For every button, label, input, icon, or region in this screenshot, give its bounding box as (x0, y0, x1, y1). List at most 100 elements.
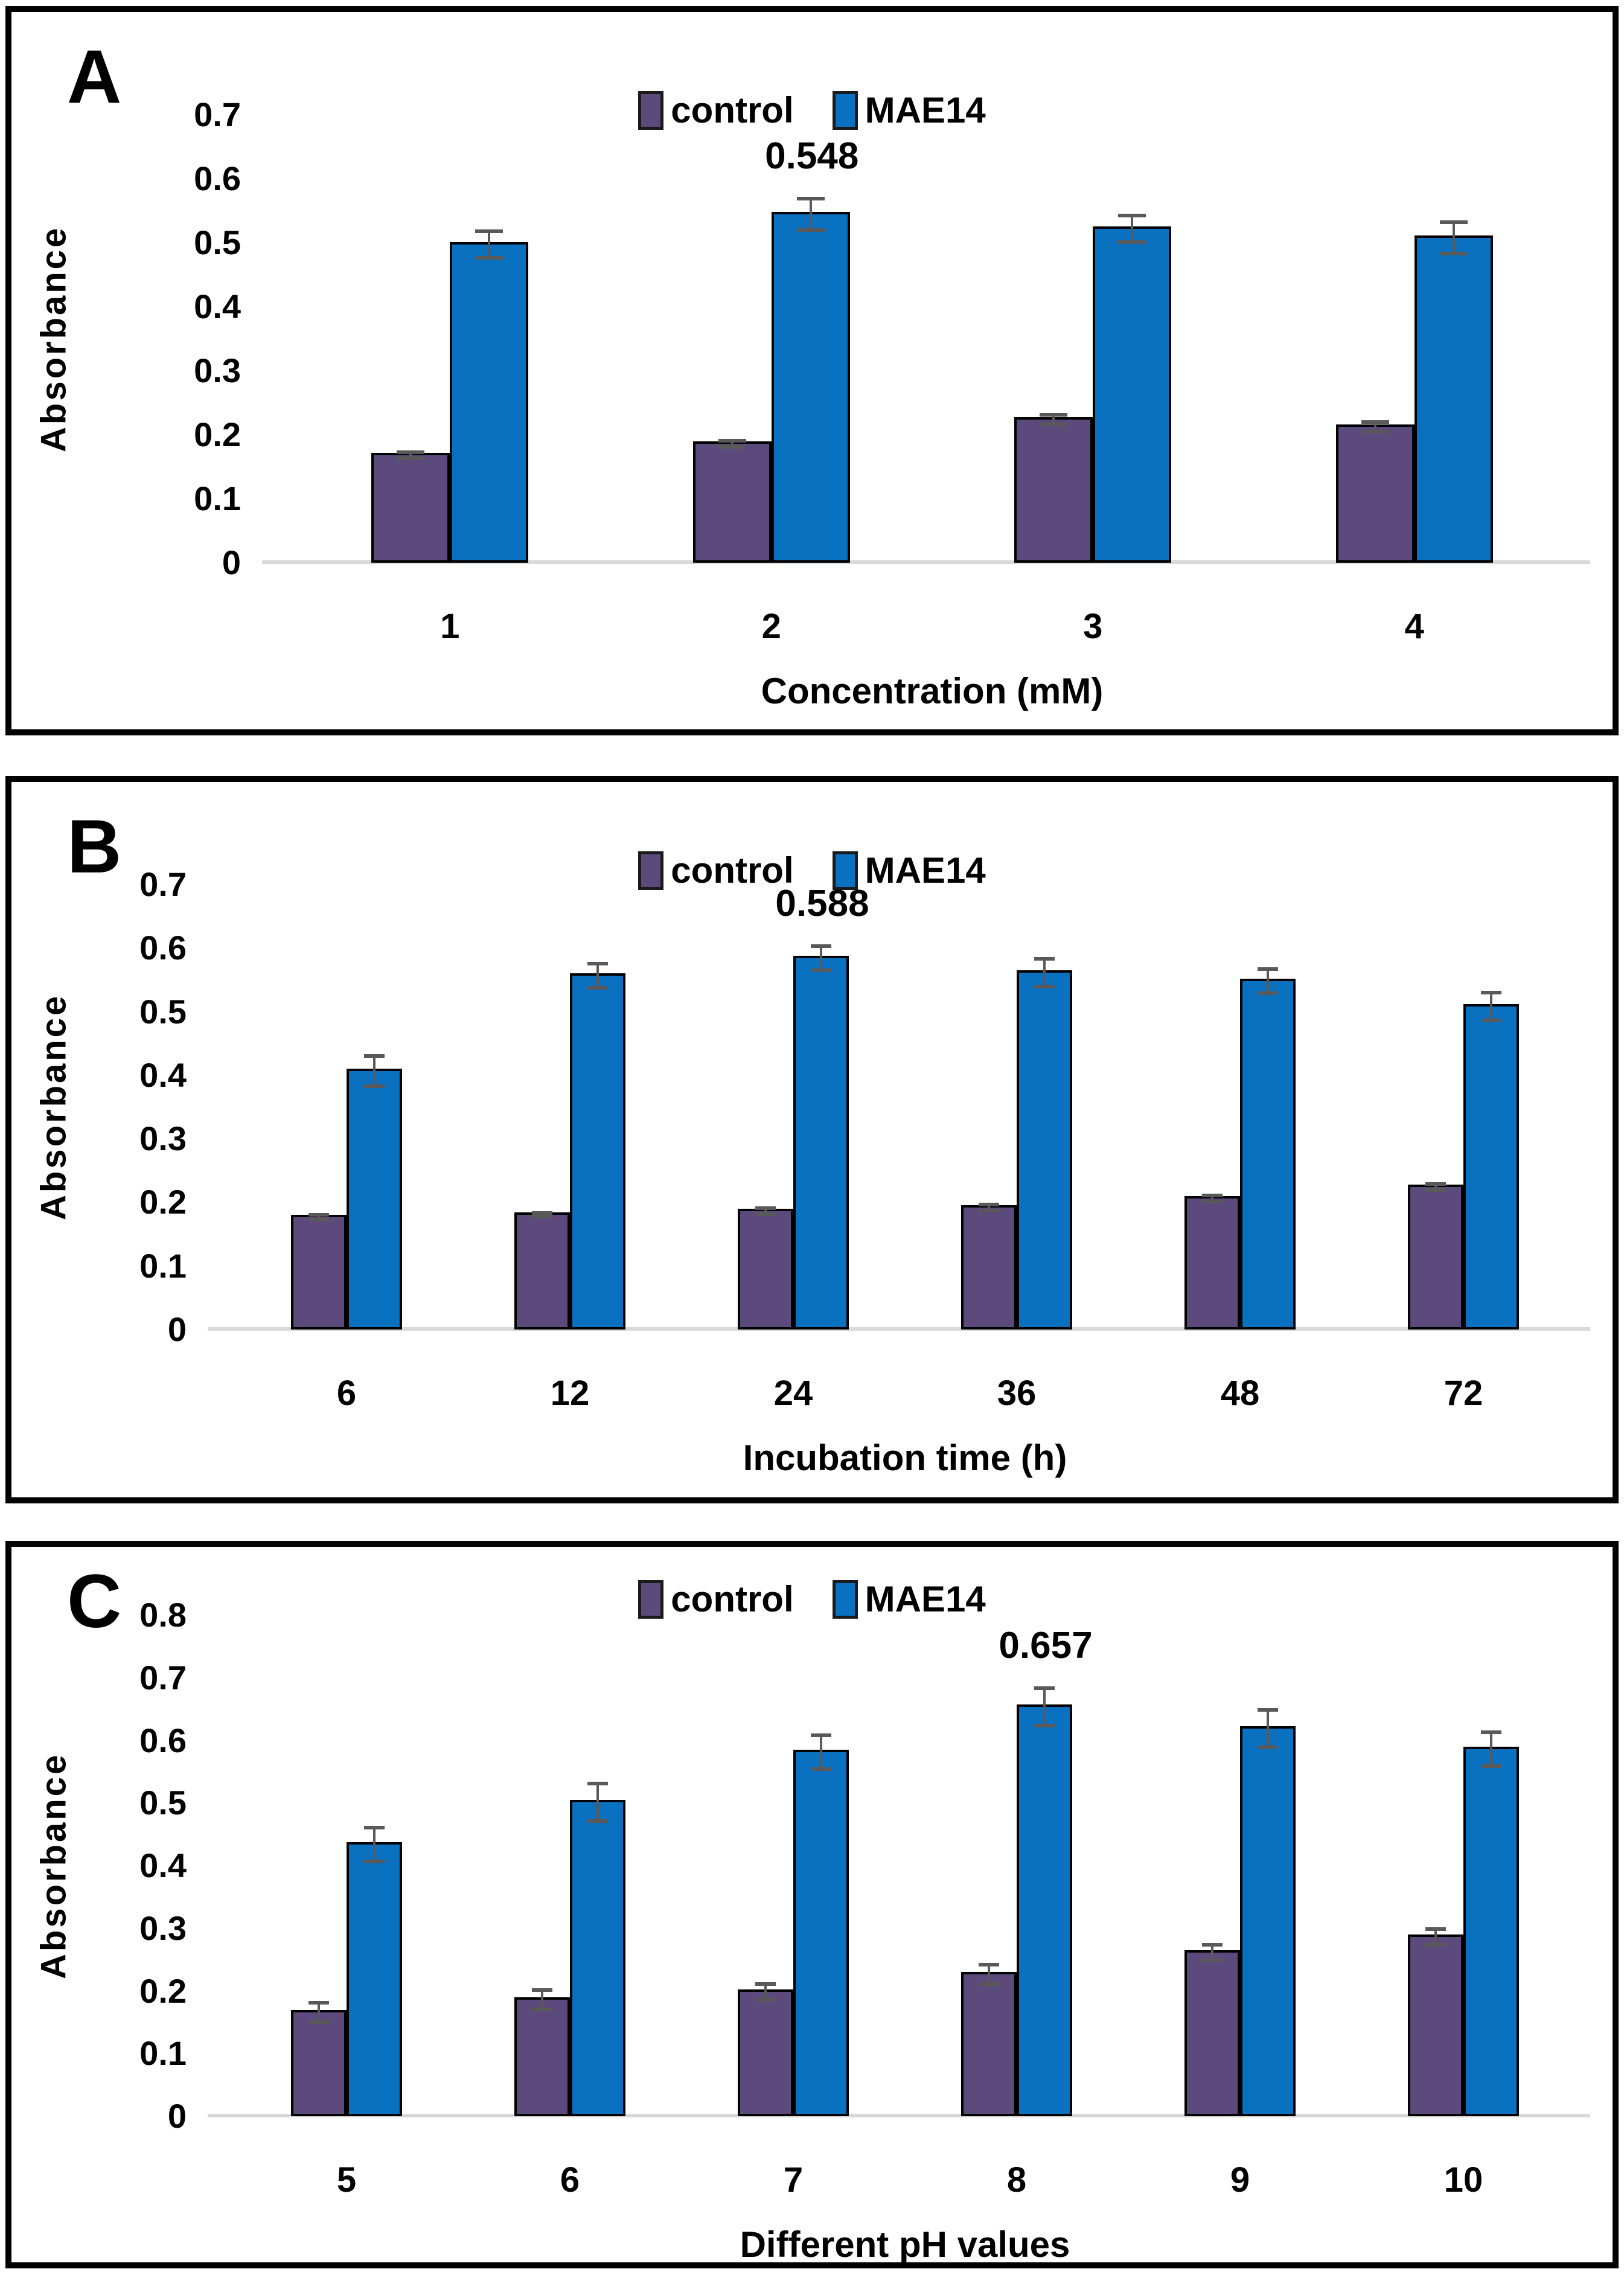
error-bar-line (1373, 420, 1376, 434)
y-tick-label: 0.8 (139, 1596, 187, 1634)
x-axis-line (208, 2114, 1590, 2117)
y-tick-label: 0 (222, 543, 241, 581)
error-bar-cap-bottom (532, 2008, 552, 2011)
error-bar-line (809, 197, 812, 232)
error-bar (1034, 957, 1055, 988)
category-group (1352, 885, 1575, 1330)
y-tick-label: 0.6 (139, 1721, 187, 1759)
error-bar-cap-bottom (979, 1982, 999, 1986)
error-bar-cap-bottom (1481, 1019, 1501, 1022)
error-bar-cap-bottom (1040, 423, 1068, 426)
error-bar-cap-top (796, 197, 825, 200)
error-bar-line (1490, 991, 1492, 1022)
error-bar-line (318, 2001, 320, 2024)
error-bar-line (1043, 957, 1046, 988)
error-bar-cap-top (308, 2001, 329, 2005)
category-group (1128, 885, 1352, 1330)
error-bar-cap-top (1481, 991, 1501, 994)
y-tick-label: 0.4 (139, 1055, 187, 1094)
mae14-swatch-icon (832, 851, 858, 890)
x-axis-labels: 5 6 7 8 9 10 (235, 2160, 1575, 2200)
bar-control (961, 1963, 1017, 2116)
control-swatch-icon (638, 91, 664, 130)
panel-a: A control MAE14 Absorbance 0 0.1 0.2 0.3 0.4… (5, 6, 1619, 735)
y-tick-label: 0.1 (139, 2034, 187, 2073)
error-bar (1439, 220, 1468, 255)
error-bar (1034, 1686, 1055, 1727)
error-bar-cap-top (1425, 1182, 1446, 1186)
y-tick-label: 0.1 (194, 479, 241, 517)
error-bar-cap-top (1258, 967, 1278, 971)
error-bar-line (988, 1963, 990, 1986)
bar-control (514, 1211, 570, 1330)
legend-item-control: control (638, 850, 794, 891)
error-bar (1202, 1943, 1223, 1962)
bar-mae14 (1414, 220, 1493, 563)
category-group (1128, 1615, 1352, 2116)
error-bar (532, 1988, 552, 2011)
y-axis-ticks: 0 0.1 0.2 0.3 0.4 0.5 0.6 0.7 (11, 868, 187, 1346)
error-bar-cap-bottom (755, 1998, 776, 2002)
error-bar (364, 1054, 385, 1088)
error-bar-cap-bottom (811, 968, 831, 972)
error-bar (1425, 1182, 1446, 1192)
error-bar-cap-bottom (1425, 1943, 1446, 1947)
error-bar (308, 1213, 329, 1221)
error-bar (1202, 1194, 1223, 1203)
y-tick-label: 0.5 (139, 1784, 187, 1822)
x-axis-labels: 6 12 24 36 48 72 (235, 1373, 1575, 1413)
error-bar-cap-top (718, 439, 746, 443)
category-group (682, 1615, 905, 2116)
y-tick-label: 0.7 (139, 865, 187, 903)
legend-item-control: control (638, 89, 794, 131)
error-bar-cap-bottom (1202, 1200, 1223, 1203)
x-tick-label: 6 (560, 2160, 580, 2200)
plot-area: 0.657 (208, 1615, 1590, 2117)
error-bar (364, 1826, 385, 1863)
error-bar-line (541, 1988, 543, 2011)
error-bar-cap-bottom (587, 986, 608, 990)
bar-control (291, 2001, 347, 2116)
error-bar-cap-bottom (1258, 991, 1278, 995)
category-group: 0.657 (905, 1615, 1128, 2116)
x-tick-label: 2 (761, 607, 781, 646)
error-bar (532, 1211, 552, 1218)
panel-letter: B (67, 805, 122, 889)
control-swatch-icon (638, 1579, 664, 1619)
error-bar (755, 1206, 776, 1216)
error-bar (1258, 967, 1278, 995)
bar-mae14 (570, 962, 625, 1330)
error-bar-line (373, 1826, 376, 1863)
error-bar-cap-bottom (1425, 1188, 1446, 1192)
error-bar-line (730, 439, 734, 449)
error-bar-line (1434, 1927, 1437, 1947)
x-tick-label: 72 (1443, 1374, 1483, 1413)
error-bar (587, 962, 608, 990)
error-bar (979, 1203, 999, 1212)
error-bar-cap-bottom (308, 2020, 329, 2024)
error-bar (1481, 1730, 1501, 1768)
error-bar-cap-top (587, 962, 608, 965)
error-bar (811, 944, 831, 972)
bar-mae14 (450, 229, 529, 563)
category-group (458, 885, 682, 1330)
error-bar (1040, 413, 1068, 426)
x-tick-label: 12 (550, 1374, 590, 1413)
x-axis-title: Concentration (mM) (761, 671, 1104, 711)
y-tick-label: 0.4 (194, 287, 241, 325)
error-bar-cap-top (475, 229, 504, 233)
error-bar-line (1267, 1708, 1269, 1749)
error-bar-cap-bottom (796, 228, 825, 232)
error-bar-cap-bottom (364, 1860, 385, 1863)
category-group (289, 115, 611, 563)
category-group (235, 1615, 458, 2116)
panel-b: B control MAE14 Absorbance 0 0.1 0.2 0.3 0.4… (5, 776, 1619, 1503)
y-tick-label: 0.4 (139, 1846, 187, 1884)
bar-control (1408, 1927, 1463, 2116)
bar-mae14 (1017, 1686, 1072, 2116)
bar-mae14 (1240, 1708, 1296, 2116)
error-bar (979, 1963, 999, 1986)
error-bar-cap-bottom (1361, 430, 1389, 434)
y-tick-label: 0.2 (139, 1971, 187, 2010)
error-bar-line (1131, 214, 1134, 244)
